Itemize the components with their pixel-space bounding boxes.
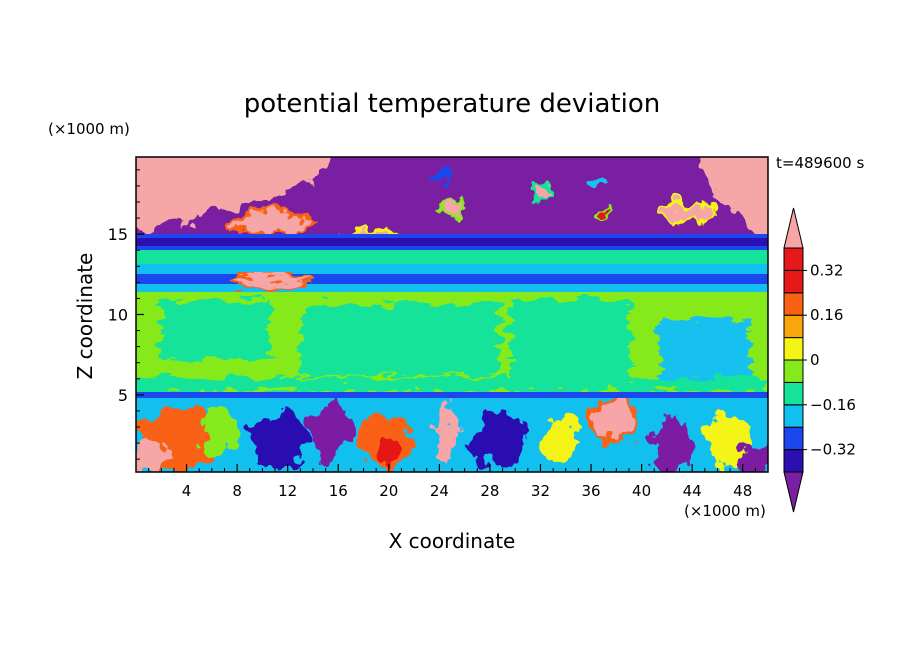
colorbar-label: 0 (810, 351, 820, 369)
colorbar-label: −0.32 (810, 441, 856, 459)
colorbar-label: 0.32 (810, 261, 843, 279)
contour-field (136, 157, 768, 472)
x-tick-label: 44 (683, 482, 702, 500)
colorbar: 0.32 0.16 0 −0.16 −0.32 (783, 207, 856, 513)
upper-layer (136, 157, 768, 248)
x-tick-label: 12 (278, 482, 297, 500)
colorbar-bin (783, 449, 804, 473)
y-axis-label: Z coordinate (73, 253, 97, 380)
x-tick-label: 24 (430, 482, 449, 500)
colorbar-bin (783, 337, 804, 361)
x-tick-label: 28 (480, 482, 499, 500)
colorbar-bin (783, 269, 804, 294)
y-axis: 5 10 15 (108, 169, 144, 460)
colorbar-bin (783, 292, 804, 316)
colorbar-max-extension (783, 207, 804, 249)
y-axis-unit: (×1000 m) (48, 120, 130, 138)
colorbar-bin (783, 404, 804, 428)
x-axis-unit: (×1000 m) (684, 502, 766, 520)
x-axis-label: X coordinate (389, 529, 516, 553)
colorbar-bin (783, 426, 804, 451)
chart-title: potential temperature deviation (244, 89, 660, 119)
middle-layer (136, 270, 768, 392)
x-tick-label: 16 (329, 482, 348, 500)
x-tick-label: 4 (182, 482, 192, 500)
colorbar-label: 0.16 (810, 306, 843, 324)
x-axis: 4 8 12 16 20 24 28 32 36 40 44 48 (148, 464, 756, 500)
x-tick-label: 20 (379, 482, 398, 500)
colorbar-bin (783, 314, 804, 339)
colorbar-bin (783, 359, 804, 383)
colorbar-min-extension (783, 471, 804, 513)
y-tick-label: 5 (118, 386, 128, 405)
x-tick-label: 36 (581, 482, 600, 500)
x-tick-label: 8 (232, 482, 242, 500)
colorbar-bin (783, 381, 804, 406)
y-tick-label: 10 (108, 306, 128, 325)
x-tick-label: 32 (531, 482, 550, 500)
colorbar-label: −0.16 (810, 396, 856, 414)
x-tick-label: 40 (632, 482, 651, 500)
y-tick-label: 15 (108, 225, 128, 244)
colorbar-bin (783, 247, 804, 271)
x-tick-label: 48 (733, 482, 752, 500)
lower-layer (136, 396, 768, 472)
time-label: t=489600 s (776, 154, 864, 172)
